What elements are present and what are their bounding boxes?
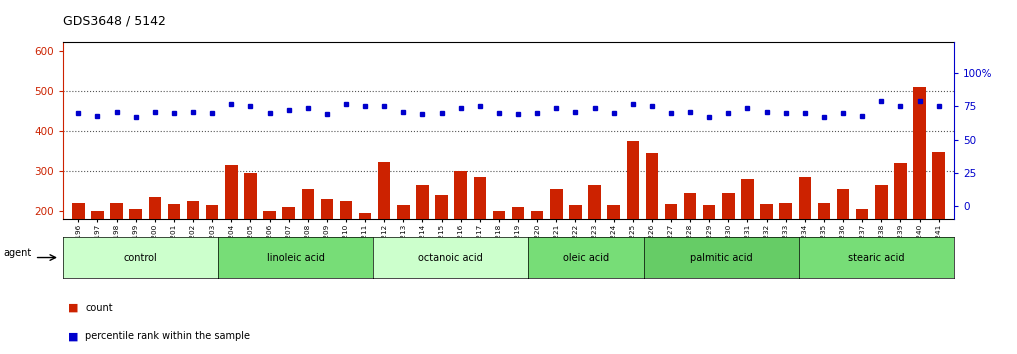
Bar — [856, 209, 869, 292]
Bar — [626, 141, 639, 292]
Bar — [665, 204, 677, 292]
Bar — [320, 199, 334, 292]
Text: linoleic acid: linoleic acid — [266, 252, 324, 263]
Text: ■: ■ — [68, 303, 78, 313]
Bar — [72, 204, 84, 292]
Bar — [283, 207, 295, 292]
Bar — [263, 211, 276, 292]
Text: percentile rank within the sample: percentile rank within the sample — [85, 331, 250, 341]
Bar — [206, 205, 219, 292]
Text: oleic acid: oleic acid — [562, 252, 609, 263]
Bar — [933, 152, 945, 292]
Bar — [512, 207, 525, 292]
Bar — [607, 205, 620, 292]
Text: octanoic acid: octanoic acid — [418, 252, 483, 263]
Bar — [779, 204, 792, 292]
Bar — [359, 213, 371, 292]
Text: agent: agent — [3, 249, 32, 258]
Bar — [761, 204, 773, 292]
Bar — [340, 201, 352, 292]
Bar — [378, 162, 391, 292]
Bar — [92, 211, 104, 292]
Text: ■: ■ — [68, 331, 78, 341]
Bar — [474, 177, 486, 292]
Bar — [148, 198, 161, 292]
Bar — [837, 189, 849, 292]
Bar — [398, 205, 410, 292]
Bar — [741, 179, 754, 292]
Bar — [722, 193, 734, 292]
Bar — [435, 195, 447, 292]
Bar — [570, 205, 582, 292]
Bar — [302, 188, 314, 292]
Bar — [531, 211, 543, 292]
Text: control: control — [124, 252, 158, 263]
Bar — [244, 173, 256, 292]
Bar — [455, 171, 467, 292]
Bar — [818, 204, 830, 292]
Bar — [703, 205, 715, 292]
Bar — [646, 153, 658, 292]
Text: palmitic acid: palmitic acid — [691, 252, 753, 263]
Bar — [913, 87, 925, 292]
Bar — [550, 189, 562, 292]
Text: count: count — [85, 303, 113, 313]
Bar — [894, 163, 906, 292]
Bar — [111, 204, 123, 292]
Bar — [416, 185, 429, 292]
Bar — [225, 165, 238, 292]
Bar — [187, 201, 199, 292]
Bar — [875, 185, 888, 292]
Bar — [683, 193, 697, 292]
Text: stearic acid: stearic acid — [848, 252, 905, 263]
Bar — [588, 185, 601, 292]
Text: GDS3648 / 5142: GDS3648 / 5142 — [63, 14, 166, 27]
Bar — [492, 211, 505, 292]
Bar — [129, 209, 142, 292]
Bar — [798, 177, 811, 292]
Bar — [168, 204, 180, 292]
